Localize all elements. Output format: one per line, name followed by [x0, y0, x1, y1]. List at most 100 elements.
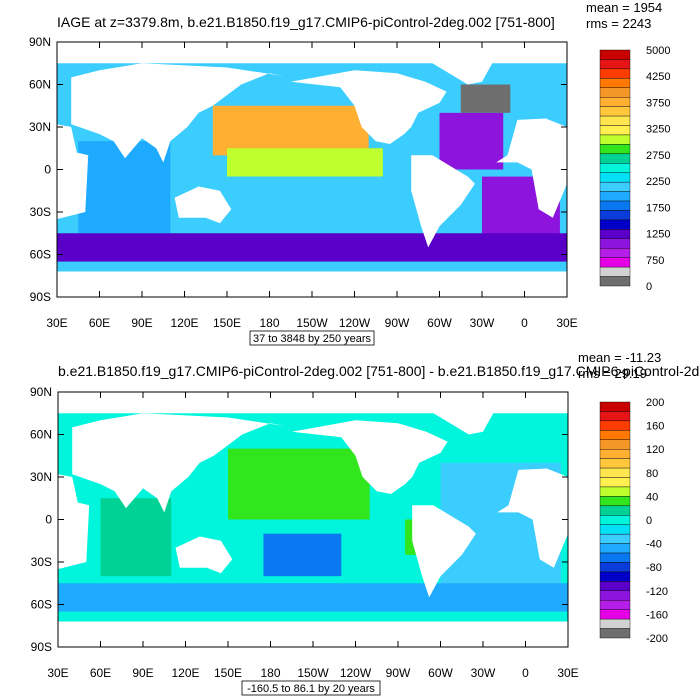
colorbar-label: -40: [646, 539, 662, 551]
colorbar-swatch: [599, 449, 631, 459]
x-tick-label: 0: [522, 666, 529, 680]
x-tick-label: 150E: [213, 316, 241, 330]
x-tick-label: 150E: [214, 666, 242, 680]
colorbar-swatch: [599, 439, 631, 450]
colorbar-label: 160: [646, 421, 664, 433]
panel-top-rms: rms = 2243: [586, 16, 651, 31]
colorbar-label: 120: [646, 444, 664, 456]
panel-bottom-title: b.e21.B1850.f19_g17.CMIP6-piControl-2deg…: [58, 363, 700, 379]
colorbar-swatch: [599, 562, 631, 573]
field-southern-ocean: [58, 583, 568, 612]
colorbar-label: 200: [646, 397, 664, 409]
x-tick-label: 150W: [297, 666, 329, 680]
panel-top-mean: mean = 1954: [586, 0, 662, 15]
panel-top-y-axis: 90N 60N 30N 0 30S 60S 90S: [29, 35, 567, 304]
land-mask: [290, 70, 447, 144]
y-tick-label: 0: [45, 513, 52, 527]
land-mask: [411, 155, 475, 248]
colorbar-swatch: [599, 430, 631, 440]
land-mask: [58, 621, 568, 647]
panel-top: IAGE at z=3379.8m, b.e21.B1850.f19_g17.C…: [29, 0, 670, 346]
colorbar-label: -160: [646, 609, 668, 621]
colorbar-swatch: [599, 628, 631, 639]
colorbar-swatch: [599, 172, 631, 183]
land-mask: [291, 420, 448, 494]
x-tick-label: 0: [521, 316, 528, 330]
x-tick-label: 30E: [557, 666, 578, 680]
field-pacific-north: [212, 105, 369, 156]
colorbar-swatch: [599, 496, 631, 507]
colorbar-label: 80: [646, 468, 658, 480]
x-tick-label: 90W: [386, 666, 411, 680]
x-tick-label: 30E: [46, 316, 67, 330]
colorbar-swatch: [599, 609, 631, 620]
colorbar-label: 3250: [646, 124, 670, 136]
colorbar-swatch: [599, 68, 631, 79]
colorbar-swatch: [599, 248, 631, 258]
panel-bottom-x-axis: 30E 60E 90E 120E 150E 180 150W 120W 90W 60W 30W 0 30…: [47, 392, 579, 680]
land-mask: [496, 118, 567, 218]
field-atlantic-north: [439, 112, 504, 170]
land-mask: [57, 271, 567, 297]
x-tick-label: 180: [260, 666, 280, 680]
colorbar-swatch: [599, 581, 631, 591]
colorbar-swatch: [599, 486, 631, 497]
x-tick-label: 30E: [556, 316, 577, 330]
colorbar-swatch: [599, 87, 631, 98]
colorbar-swatch: [599, 163, 631, 173]
colorbar-swatch: [599, 106, 631, 117]
y-tick-label: 30S: [30, 205, 51, 219]
panel-bottom-plot: [57, 391, 569, 648]
y-tick-label: 60N: [30, 428, 52, 442]
land-mask: [174, 186, 232, 224]
x-tick-label: 60W: [427, 316, 452, 330]
panel-top-plot: [56, 41, 568, 298]
land-mask: [57, 124, 89, 220]
colorbar-label: -200: [646, 633, 668, 645]
colorbar-label: 2250: [646, 176, 670, 188]
panel-bottom-range-note: -160.5 to 86.1 by 20 years: [247, 683, 375, 695]
panel-top-range-note: 37 to 3848 by 250 years: [253, 333, 372, 345]
colorbar-swatch: [599, 590, 631, 601]
field-pacific-south: [227, 176, 412, 234]
y-tick-label: 90N: [29, 35, 51, 49]
colorbar-swatch: [599, 266, 631, 277]
x-tick-label: 60E: [90, 666, 111, 680]
colorbar-label: 2750: [646, 150, 670, 162]
colorbar-swatch: [599, 543, 631, 554]
colorbar-swatch: [599, 191, 631, 202]
colorbar-swatch: [599, 411, 631, 422]
y-tick-label: 90N: [30, 385, 52, 399]
field-pacific-north: [228, 448, 370, 520]
colorbar-swatch: [599, 257, 631, 268]
colorbar-swatch: [599, 238, 631, 249]
x-tick-label: 120W: [339, 316, 371, 330]
colorbar-label: 0: [646, 515, 652, 527]
land-mask: [175, 536, 233, 574]
x-tick-label: 120W: [340, 666, 372, 680]
colorbar-label: 40: [646, 491, 658, 503]
x-tick-label: 30W: [471, 666, 496, 680]
colorbar-label: 1750: [646, 202, 670, 214]
colorbar-swatch: [599, 210, 631, 221]
field-pacific-central: [227, 148, 383, 177]
colorbar-swatch: [599, 115, 631, 126]
colorbar-swatch: [599, 125, 631, 136]
colorbar-swatch: [599, 458, 631, 469]
x-tick-label: 90W: [385, 316, 410, 330]
field-indian: [100, 498, 172, 577]
y-tick-label: 60S: [31, 598, 52, 612]
panel-bottom-y-axis: 90N 60N 30N 0 30S 60S 90S: [30, 385, 568, 654]
panel-bottom-rms: rms = 29.19: [578, 366, 647, 381]
x-tick-label: 60W: [428, 666, 453, 680]
x-tick-label: 180: [259, 316, 279, 330]
field-southern-ocean: [57, 233, 567, 262]
x-tick-label: 120E: [170, 316, 198, 330]
y-tick-label: 90S: [30, 290, 51, 304]
panel-bottom-mean: mean = -11.23: [578, 350, 661, 365]
colorbar-swatch: [599, 477, 631, 488]
colorbar-swatch: [599, 552, 631, 563]
colorbar-swatch: [599, 200, 631, 211]
colorbar-swatch: [599, 420, 631, 431]
colorbar-label: 1250: [646, 229, 670, 241]
